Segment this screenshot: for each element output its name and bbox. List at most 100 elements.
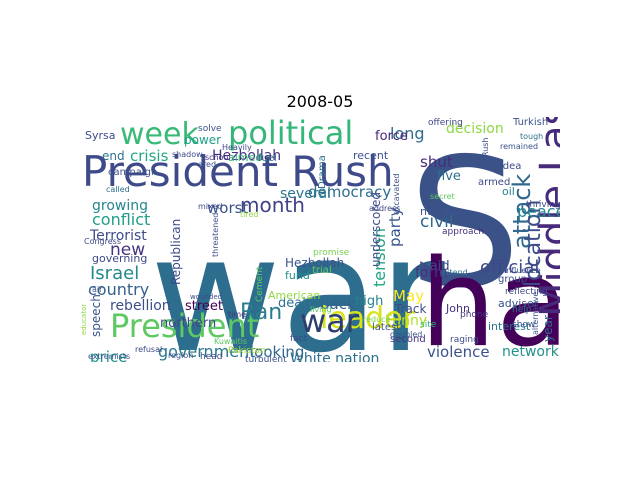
cloud-word: Rush — [481, 137, 490, 157]
cloud-word: conflict — [92, 210, 150, 229]
cloud-word: President — [110, 307, 259, 345]
cloud-word: Drama — [317, 155, 328, 189]
cloud-word: ha — [420, 235, 560, 362]
cloud-word: influence — [504, 266, 541, 275]
cloud-word: reflecting — [505, 287, 548, 297]
cloud-word: rebellion — [110, 298, 171, 314]
cloud-word: head — [200, 352, 222, 362]
cloud-word: several — [280, 186, 331, 202]
cloud-word: thriving — [526, 200, 560, 210]
cloud-word: solve — [198, 124, 222, 134]
cloud-word: governing — [92, 252, 147, 265]
cloud-word: Turkish — [512, 117, 548, 128]
cloud-word: end — [102, 149, 125, 163]
cloud-word: Syrsa — [85, 129, 116, 142]
cloud-word: peace — [517, 202, 560, 221]
cloud-word: force — [375, 129, 408, 144]
cloud-word: armed — [478, 177, 510, 188]
cloud-word: Middle Last — [532, 117, 560, 317]
cloud-word: democracy — [308, 183, 391, 201]
cloud-word: looking — [250, 343, 304, 361]
cloud-word: shadow — [172, 150, 203, 159]
cloud-word: power — [184, 133, 221, 147]
cloud-word: party — [386, 207, 404, 247]
cloud-word: Hezbollah — [212, 148, 281, 164]
cloud-word: network — [502, 344, 560, 360]
cloud-word: attack — [508, 174, 536, 249]
cloud-word: war — [300, 302, 360, 340]
cloud-word: threatened — [211, 213, 220, 257]
cloud-word: location — [521, 200, 546, 287]
cloud-word: Kuwaitis — [214, 337, 247, 346]
cloud-word: site — [420, 320, 437, 330]
cloud-word: shut — [420, 153, 453, 171]
cloud-word: political — [228, 117, 353, 152]
cloud-word: decision — [446, 121, 504, 137]
cloud-word: trial — [312, 265, 332, 276]
cloud-word: Ran — [240, 300, 282, 325]
cloud-word: fact — [290, 334, 308, 344]
cloud-word: fuel — [258, 153, 277, 164]
cloud-word: fund — [285, 269, 310, 282]
cloud-word: President Rush — [82, 147, 394, 196]
cloud-word: John — [445, 302, 470, 315]
cloud-word: Cement — [255, 266, 265, 302]
cloud-word: tension — [370, 228, 389, 287]
cloud-word: approach — [442, 227, 484, 237]
cloud-word: reduce — [363, 315, 391, 324]
cloud-word: educator — [80, 304, 88, 335]
cloud-word: White nation — [290, 351, 379, 362]
cloud-word: said — [423, 259, 450, 274]
cloud-word: back — [320, 295, 356, 313]
cloud-word: help — [512, 305, 532, 315]
cloud-word: region — [168, 351, 193, 360]
cloud-word: extremists — [88, 352, 130, 361]
cloud-word: violence — [427, 343, 490, 361]
cloud-word: nuclear — [420, 205, 462, 218]
cloud-word: high — [355, 294, 383, 309]
cloud-word: phone — [460, 310, 489, 320]
word-cloud-canvas: war Sha President Rush President Middle Last… — [80, 117, 560, 362]
cloud-word: air — [92, 285, 103, 294]
cloud-word: street — [185, 299, 223, 314]
cloud-word: campaign — [108, 167, 157, 178]
cloud-word: tough — [520, 132, 543, 141]
chart-title: 2008-05 — [286, 92, 354, 111]
cloud-word: official — [480, 257, 539, 278]
cloud-word: interest — [488, 320, 531, 333]
cloud-word: civil — [420, 212, 454, 232]
cloud-word: tired — [240, 210, 258, 219]
cloud-word: year — [541, 315, 555, 342]
cloud-word: address — [369, 204, 400, 213]
cloud-word: crisis — [130, 147, 169, 165]
cloud-word: Hezbollah — [285, 256, 344, 270]
cloud-word: price — [90, 348, 127, 362]
cloud-word: doubled — [390, 330, 422, 339]
cloud-word: S — [408, 120, 521, 327]
cloud-word: northern — [160, 316, 216, 331]
cloud-word: refusal — [135, 345, 162, 354]
cloud-word: government — [158, 342, 256, 361]
cloud-word: aimed — [228, 151, 262, 164]
cloud-word: recent — [353, 149, 389, 162]
cloud-word: adviser — [498, 297, 539, 310]
cloud-word: Congress — [84, 237, 121, 246]
cloud-word: Israel — [90, 263, 139, 284]
cloud-word: new — [110, 240, 145, 260]
cloud-word: mixed — [198, 202, 223, 211]
cloud-word: offering — [428, 118, 463, 128]
cloud-word: Terrorist — [89, 228, 147, 244]
cloud-word: group — [498, 274, 527, 285]
cloud-word: raging — [450, 335, 479, 345]
cloud-word: time — [228, 310, 246, 319]
cloud-word: oil — [502, 185, 515, 198]
cloud-word: Track — [394, 302, 426, 316]
cloud-word: ared — [198, 160, 216, 169]
cloud-word: May — [393, 287, 424, 305]
word-cloud: war Sha President Rush President Middle Last… — [80, 117, 560, 362]
cloud-word: wounded — [190, 293, 222, 301]
cloud-word: American — [268, 289, 320, 302]
cloud-word: speech — [89, 294, 103, 337]
cloud-word: Pakistan — [228, 346, 266, 356]
cloud-word: idea — [500, 161, 521, 172]
